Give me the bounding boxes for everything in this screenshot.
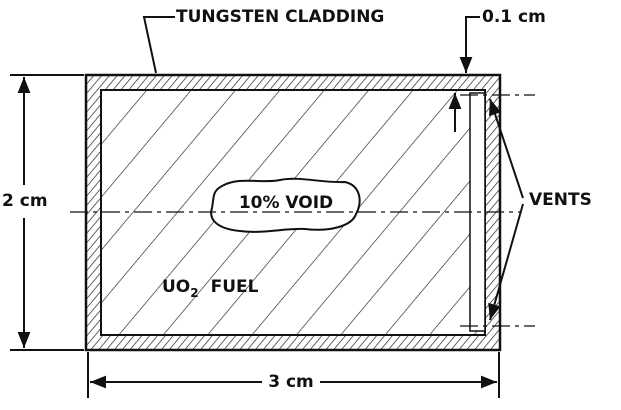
vent-leader: [488, 98, 524, 199]
vents-label: VENTS: [529, 190, 592, 210]
width-label: 3 cm: [268, 372, 314, 392]
cladding-label: TUNGSTEN CLADDING: [176, 7, 384, 27]
cladding-leader: [142, 16, 175, 74]
height-label: 2 cm: [2, 191, 48, 211]
void-label: 10% VOID: [239, 193, 333, 213]
fuel-label-rest: FUEL: [211, 277, 259, 297]
thickness-leader: [459, 16, 480, 73]
fuel-label-subscript: 2: [190, 286, 198, 300]
fuel-label-main: UO: [162, 277, 190, 297]
thickness-label: 0.1 cm: [482, 7, 546, 27]
fuel-label: UO2 FUEL: [162, 277, 259, 300]
vent-leader: [488, 203, 524, 321]
